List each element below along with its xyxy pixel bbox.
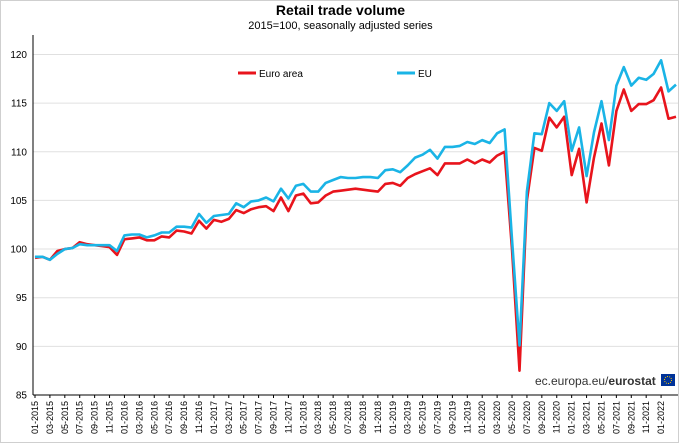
x-tick-07-2021: 07-2021 xyxy=(611,401,621,434)
x-tick-03-2016: 03-2016 xyxy=(134,401,144,434)
y-tick-90: 90 xyxy=(16,342,28,353)
y-tick-110: 110 xyxy=(11,147,27,158)
x-tick-03-2015: 03-2015 xyxy=(45,401,55,434)
y-tick-100: 100 xyxy=(10,245,27,256)
x-tick-09-2015: 09-2015 xyxy=(90,401,100,434)
x-tick-07-2015: 07-2015 xyxy=(75,401,85,434)
x-tick-07-2017: 07-2017 xyxy=(254,401,264,434)
x-tick-11-2020: 11-2020 xyxy=(552,401,562,433)
x-tick-01-2018: 01-2018 xyxy=(298,401,308,434)
x-tick-01-2015: 01-2015 xyxy=(30,401,40,434)
x-tick-09-2017: 09-2017 xyxy=(269,401,279,434)
x-tick-11-2017: 11-2017 xyxy=(283,401,293,433)
x-tick-05-2015: 05-2015 xyxy=(60,401,70,434)
x-tick-09-2016: 09-2016 xyxy=(179,401,189,434)
watermark-brand: eurostat xyxy=(608,374,655,388)
x-tick-01-2017: 01-2017 xyxy=(209,401,219,434)
x-tick-09-2020: 09-2020 xyxy=(537,401,547,434)
eu-flag-icon xyxy=(661,374,675,386)
y-tick-labels: 85 90 95 100 105 110 115 120 xyxy=(10,50,27,402)
y-tick-105: 105 xyxy=(10,196,27,207)
x-tick-11-2019: 11-2019 xyxy=(462,401,472,433)
x-tick-01-2016: 01-2016 xyxy=(119,401,129,434)
x-tick-05-2019: 05-2019 xyxy=(418,401,428,434)
x-tick-01-2020: 01-2020 xyxy=(477,401,487,434)
x-tick-05-2021: 05-2021 xyxy=(596,401,606,434)
x-tick-09-2021: 09-2021 xyxy=(626,401,636,434)
y-tick-115: 115 xyxy=(11,99,27,110)
x-tick-03-2020: 03-2020 xyxy=(492,401,502,434)
x-tick-05-2018: 05-2018 xyxy=(328,401,338,434)
series-line-euro-area xyxy=(34,86,677,373)
legend: Euro area EU xyxy=(238,69,432,80)
x-tick-07-2019: 07-2019 xyxy=(432,401,442,434)
x-tick-11-2021: 11-2021 xyxy=(641,401,651,433)
watermark-text: ec.europa.eu/eurostat xyxy=(535,374,656,388)
series-lines xyxy=(34,58,677,373)
x-tick-11-2016: 11-2016 xyxy=(194,401,204,433)
x-tick-03-2018: 03-2018 xyxy=(313,401,323,434)
x-tick-labels: 01-2015 03-2015 05-2015 07-2015 09-2015 11-20… xyxy=(30,395,666,434)
eurostat-watermark: ec.europa.eu/eurostat xyxy=(535,374,675,388)
x-tick-03-2017: 03-2017 xyxy=(224,401,234,434)
x-tick-05-2017: 05-2017 xyxy=(239,401,249,434)
x-tick-09-2019: 09-2019 xyxy=(447,401,457,434)
y-tick-95: 95 xyxy=(16,293,28,304)
x-tick-01-2019: 01-2019 xyxy=(388,401,398,434)
x-tick-09-2018: 09-2018 xyxy=(358,401,368,434)
axes xyxy=(32,35,678,396)
legend-label-euro-area: Euro area xyxy=(259,69,303,80)
x-tick-01-2021: 01-2021 xyxy=(567,401,577,434)
x-tick-07-2016: 07-2016 xyxy=(164,401,174,434)
watermark-url: ec.europa.eu/ xyxy=(535,374,609,388)
x-tick-07-2018: 07-2018 xyxy=(343,401,353,434)
chart-subtitle: 2015=100, seasonally adjusted series xyxy=(248,20,433,32)
legend-label-eu: EU xyxy=(418,69,432,80)
grid-lines xyxy=(33,53,678,396)
y-tick-120: 120 xyxy=(10,50,27,61)
x-tick-01-2022: 01-2022 xyxy=(656,401,666,434)
x-tick-05-2016: 05-2016 xyxy=(149,401,159,434)
x-tick-11-2018: 11-2018 xyxy=(373,401,383,433)
chart-title: Retail trade volume xyxy=(275,2,406,18)
x-tick-05-2020: 05-2020 xyxy=(507,401,517,434)
series-line-eu xyxy=(35,58,677,347)
x-tick-11-2015: 11-2015 xyxy=(105,401,115,433)
x-tick-03-2019: 03-2019 xyxy=(403,401,413,434)
x-tick-03-2021: 03-2021 xyxy=(582,401,592,434)
y-tick-85: 85 xyxy=(16,391,28,402)
x-tick-07-2020: 07-2020 xyxy=(522,401,532,434)
